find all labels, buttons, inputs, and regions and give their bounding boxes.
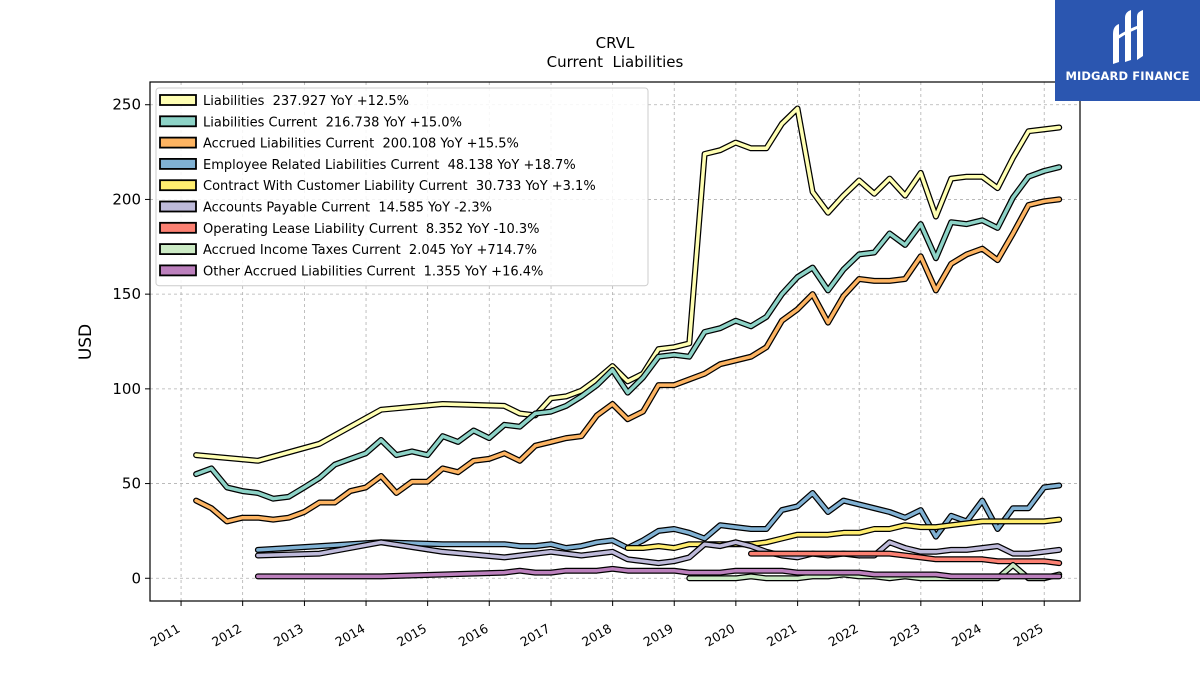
legend-swatch <box>159 136 197 149</box>
x-tick-label: 2012 <box>209 621 244 650</box>
legend-swatch <box>159 264 197 277</box>
y-axis: 0 50 100 150 200 250 <box>112 96 150 587</box>
legend-label: Operating Lease Liability Current 8.352 … <box>203 222 540 237</box>
series-lines <box>193 105 1063 582</box>
y-axis-label: USD <box>76 324 96 360</box>
series-path <box>256 567 1061 579</box>
series-line-3 <box>254 482 1063 553</box>
x-tick-label: 2017 <box>517 621 552 650</box>
series-path <box>625 517 1061 550</box>
legend: Liabilities 237.927 YoY +12.5% Liabilitie… <box>155 87 649 287</box>
y-tick-label: 50 <box>122 475 141 493</box>
series-line-4 <box>624 516 1063 551</box>
legend-swatch <box>159 157 197 170</box>
series-path <box>194 165 1061 501</box>
x-tick-label: 2016 <box>456 621 491 650</box>
legend-swatch <box>159 200 197 213</box>
legend-label: Liabilities 237.927 YoY +12.5% <box>203 94 409 109</box>
brand-mark-icon <box>1113 10 1143 64</box>
x-tick-label: 2025 <box>1011 621 1046 650</box>
series-path <box>749 551 1061 565</box>
y-tick-label: 100 <box>112 380 141 398</box>
legend-item: Accounts Payable Current 14.585 YoY -2.3… <box>159 200 492 216</box>
y-tick-label: 250 <box>112 96 141 114</box>
legend-swatch <box>159 243 197 256</box>
brand-logo: MIDGARD FINANCE <box>1055 0 1200 101</box>
x-tick-label: 2022 <box>826 621 861 650</box>
x-tick-label: 2019 <box>641 621 676 650</box>
legend-swatch <box>159 94 197 106</box>
brand-name: MIDGARD FINANCE <box>1065 69 1190 83</box>
legend-swatch <box>159 179 197 192</box>
x-tick-label: 2013 <box>271 621 306 650</box>
legend-item: Accrued Income Taxes Current 2.045 YoY +… <box>159 243 537 258</box>
legend-item: Accrued Liabilities Current 200.108 YoY … <box>159 136 519 152</box>
y-tick-label: 150 <box>112 285 141 303</box>
x-tick-label: 2024 <box>949 621 984 650</box>
y-tick-label: 200 <box>112 190 141 208</box>
legend-item: Liabilities 237.927 YoY +12.5% <box>159 94 409 109</box>
chart-title: CRVL <box>596 34 635 52</box>
legend-label: Accrued Income Taxes Current 2.045 YoY +… <box>203 243 537 258</box>
legend-box <box>155 87 649 287</box>
x-tick-label: 2018 <box>579 621 614 650</box>
series-path <box>256 483 1061 552</box>
y-tick-label: 0 <box>131 569 141 587</box>
legend-label: Contract With Customer Liability Current… <box>203 179 596 194</box>
series-line-8 <box>254 565 1063 580</box>
legend-label: Employee Related Liabilities Current 48.… <box>203 158 576 173</box>
chart-subtitle: Current Liabilities <box>547 53 684 71</box>
series-path <box>256 540 1061 565</box>
legend-swatch <box>159 115 197 128</box>
legend-label: Accrued Liabilities Current 200.108 YoY … <box>203 137 519 152</box>
series-path <box>194 197 1061 524</box>
series-line-6 <box>748 550 1063 567</box>
x-tick-label: 2021 <box>764 621 799 650</box>
series-line-5 <box>254 539 1063 567</box>
x-axis: 2011 2012 2013 2014 2015 2016 2017 2018 2019 2020… <box>148 601 1046 650</box>
series-line-2 <box>193 196 1063 525</box>
legend-label: Accounts Payable Current 14.585 YoY -2.3… <box>203 201 492 216</box>
legend-label: Liabilities Current 216.738 YoY +15.0% <box>203 115 462 130</box>
plot-frame <box>149 81 1081 602</box>
series-line-1 <box>193 164 1063 502</box>
legend-item: Other Accrued Liabilities Current 1.355 … <box>159 264 543 279</box>
x-tick-label: 2011 <box>148 621 183 650</box>
legend-label: Other Accrued Liabilities Current 1.355 … <box>203 264 543 279</box>
x-tick-label: 2023 <box>887 621 922 650</box>
x-tick-label: 2015 <box>394 621 429 650</box>
legend-item: Liabilities Current 216.738 YoY +15.0% <box>159 115 462 130</box>
x-tick-label: 2014 <box>332 621 367 650</box>
legend-item: Contract With Customer Liability Current… <box>159 179 596 194</box>
legend-item: Employee Related Liabilities Current 48.… <box>159 157 576 173</box>
legend-item: Operating Lease Liability Current 8.352 … <box>159 221 540 237</box>
legend-swatch <box>159 221 197 234</box>
x-tick-label: 2020 <box>702 621 737 650</box>
